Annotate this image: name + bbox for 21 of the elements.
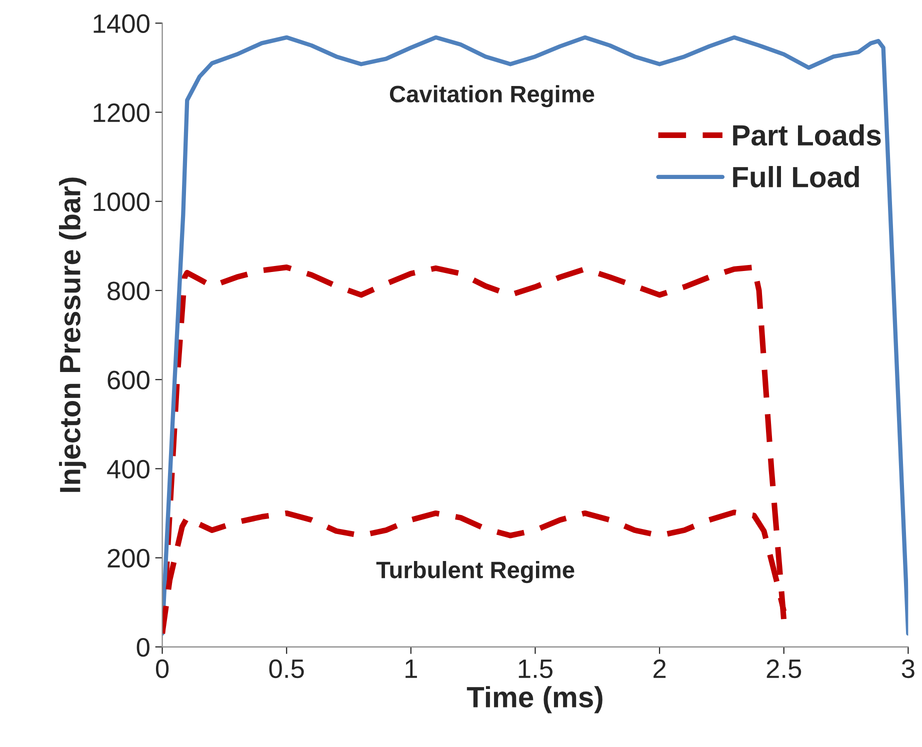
y-tick-label: 200 xyxy=(108,548,150,568)
y-tick-label: 400 xyxy=(107,460,150,479)
x-tick-label: 0.5 xyxy=(269,659,304,678)
x-axis-title: Time (ms) xyxy=(466,686,602,714)
y-tick-label: 800 xyxy=(108,282,150,300)
annotation: Turbulent Regime xyxy=(376,560,574,584)
y-tick-label: 1200 xyxy=(94,103,150,122)
y-tick-label: 600 xyxy=(108,370,150,390)
x-tick-label: 3 xyxy=(902,659,914,678)
x-tick-label: 2.5 xyxy=(766,659,802,678)
y-tick-label: 1400 xyxy=(94,14,150,33)
x-tick-label: 1 xyxy=(406,660,417,678)
y-axis-title: Injecton Pressure (bar) xyxy=(59,178,86,492)
legend-label: Part Loads xyxy=(733,124,881,146)
legend-label: Full Load xyxy=(733,166,859,188)
y-tick-label: 1000 xyxy=(94,192,150,212)
annotation: Cavitation Regime xyxy=(390,85,594,108)
y-tick-label: 0 xyxy=(136,638,150,657)
x-tick-label: 2 xyxy=(654,659,666,678)
x-tick-label: 0 xyxy=(156,659,169,678)
x-tick-label: 1.5 xyxy=(518,660,552,678)
